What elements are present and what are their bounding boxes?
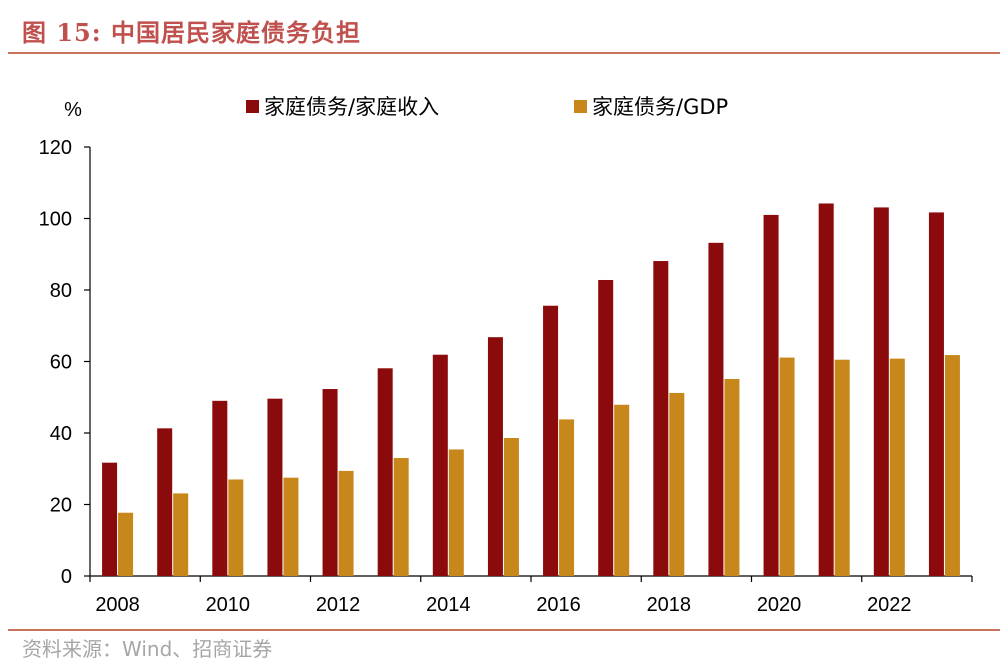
bar-debt-income-2014	[432, 354, 448, 576]
bar-debt-gdp-2011	[283, 477, 299, 576]
y-tick-label: 60	[50, 352, 72, 374]
x-tick-label: 2016	[536, 594, 581, 616]
legend-swatch-1	[246, 100, 259, 113]
bar-debt-income-2015	[487, 337, 503, 576]
bar-debt-income-2012	[322, 389, 338, 576]
top-rule	[8, 52, 1000, 54]
y-tick-label: 100	[39, 209, 72, 231]
x-tick-label: 2022	[867, 594, 912, 616]
bottom-rule	[8, 629, 1000, 631]
x-tick-label: 2008	[95, 594, 140, 616]
bar-debt-gdp-2022	[889, 358, 905, 576]
bar-chart: 0 20 40 60 80 100 120% 2008 2010 2012 2014 2016 2018…	[39, 95, 973, 616]
bar-debt-gdp-2013	[393, 458, 409, 576]
y-tick-label: 80	[50, 280, 72, 302]
bar-debt-gdp-2023	[944, 355, 960, 576]
y-tick-label: 20	[50, 495, 72, 517]
bars	[102, 203, 960, 577]
bar-debt-income-2011	[267, 398, 283, 576]
bar-debt-income-2021	[818, 203, 834, 577]
bar-debt-income-2016	[543, 305, 559, 576]
x-tick-label: 2012	[316, 594, 361, 616]
bar-debt-gdp-2012	[338, 470, 354, 576]
bar-debt-gdp-2009	[173, 493, 189, 576]
bar-debt-gdp-2021	[834, 359, 850, 576]
source-note: 资料来源：Wind、招商证券	[22, 637, 273, 661]
bar-debt-gdp-2015	[503, 438, 519, 576]
bar-debt-income-2010	[212, 400, 228, 576]
bar-debt-income-2019	[708, 242, 724, 576]
bar-debt-income-2009	[157, 428, 173, 576]
y-axis-unit: %	[64, 99, 82, 121]
y-tick-label: 0	[61, 566, 72, 588]
bar-debt-income-2008	[102, 462, 118, 576]
legend-label-1: 家庭债务/家庭收入	[264, 95, 439, 119]
x-tick-label: 2014	[426, 594, 471, 616]
x-tick-label: 2010	[206, 594, 251, 616]
bar-debt-gdp-2017	[614, 404, 630, 576]
bar-debt-gdp-2008	[118, 512, 134, 576]
legend-label-2: 家庭债务/GDP	[592, 95, 728, 119]
bar-debt-gdp-2019	[724, 379, 740, 576]
bar-debt-income-2022	[873, 207, 889, 577]
bar-debt-gdp-2014	[448, 449, 464, 576]
legend-swatch-2	[574, 100, 587, 113]
bar-debt-gdp-2010	[228, 479, 244, 576]
bar-debt-income-2018	[653, 261, 669, 576]
bar-debt-gdp-2016	[559, 419, 575, 576]
bar-debt-income-2023	[928, 212, 944, 577]
x-tick-label: 2018	[647, 594, 692, 616]
bar-debt-income-2017	[598, 279, 614, 576]
y-tick-label: 120	[39, 137, 72, 159]
bar-debt-income-2020	[763, 214, 779, 577]
x-tick-label: 2020	[757, 594, 802, 616]
figure-title: 图 15: 中国居民家庭债务负担	[22, 18, 361, 47]
bar-debt-income-2013	[377, 368, 393, 576]
legend: 家庭债务/家庭收入 家庭债务/GDP	[246, 95, 728, 119]
bar-debt-gdp-2018	[669, 392, 685, 576]
y-tick-label: 40	[50, 423, 72, 445]
bar-debt-gdp-2020	[779, 357, 795, 576]
